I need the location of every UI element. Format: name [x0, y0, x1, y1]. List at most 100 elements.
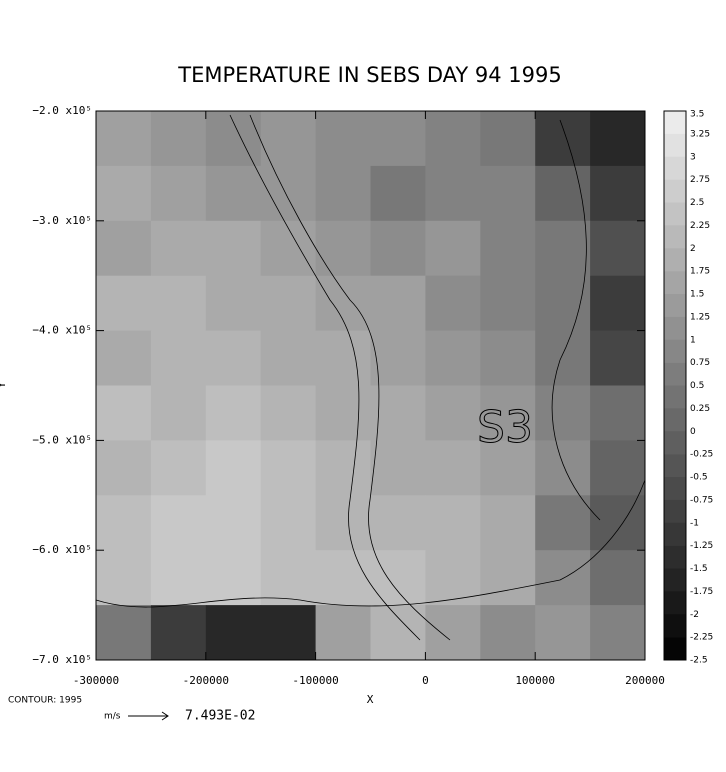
colorbar-label: -1.5 [690, 564, 708, 574]
colorbar-swatch [664, 111, 686, 135]
heat-cell [535, 440, 591, 496]
heat-cell [315, 605, 371, 661]
colorbar-label: 2.75 [690, 175, 710, 185]
heat-cell [590, 385, 646, 441]
heat-cell [150, 550, 207, 606]
colorbar-label: 2 [690, 244, 696, 254]
heat-cell [480, 440, 536, 496]
colorbar-swatch [664, 225, 686, 249]
annotation: m/s [104, 712, 121, 722]
colorbar-label: 0.75 [690, 358, 710, 368]
heat-cell [205, 165, 262, 222]
colorbar-label: -0.25 [690, 450, 713, 460]
heat-cell [96, 165, 152, 222]
colorbar-label: -0.75 [690, 495, 713, 505]
plot-frame [95, 110, 646, 661]
y-tick-label: −2.0 x10⁵ [32, 104, 92, 117]
heat-cell [315, 330, 371, 386]
colorbar-swatch [664, 499, 686, 524]
colorbar-label: -0.5 [690, 473, 708, 483]
contour-line [551, 119, 601, 521]
heat-cell [150, 605, 207, 661]
heat-cell [480, 605, 536, 661]
heat-cell [205, 220, 262, 277]
heat-cell [480, 330, 536, 386]
heat-cell [96, 275, 152, 332]
colorbar-label: -2 [690, 610, 699, 620]
colorbar-swatch [664, 431, 686, 455]
heat-cell [480, 385, 536, 441]
heat-cell [590, 275, 646, 332]
colorbar-swatch [664, 271, 686, 295]
colorbar-label: 0.5 [690, 381, 704, 391]
colorbar-swatch [664, 637, 686, 661]
heat-cell [260, 165, 317, 222]
heat-cell [535, 605, 591, 661]
heat-cell [425, 111, 481, 167]
colorbar-swatch [664, 522, 686, 546]
heat-cell [370, 330, 426, 386]
colorbar-label: 1.75 [690, 267, 710, 277]
heat-cell [590, 220, 646, 277]
colorbar-label: 2.5 [690, 198, 704, 208]
heat-cell [315, 550, 371, 606]
colorbar-swatch [664, 454, 686, 478]
colorbar-swatch [664, 179, 686, 203]
heat-cell [150, 440, 207, 496]
heat-cell [425, 550, 481, 606]
x-tick-label: 0 [422, 674, 429, 687]
colorbar-swatch [664, 545, 686, 569]
colorbar-label: 1 [690, 335, 696, 345]
heat-cell [315, 220, 371, 277]
heat-cell [535, 385, 591, 441]
colorbar-swatch [664, 316, 686, 341]
colorbar-swatch [664, 248, 686, 272]
heat-cell [205, 330, 262, 386]
heat-cell [370, 495, 426, 551]
heat-cell [96, 111, 152, 167]
heat-cell [315, 275, 371, 332]
heat-cell [535, 165, 591, 222]
heat-cell [150, 275, 207, 332]
heat-cell [480, 275, 536, 332]
colorbar-swatch [664, 339, 686, 363]
heat-cell [150, 165, 207, 222]
heat-cell [425, 495, 481, 551]
y-tick-label: −7.0 x10⁵ [32, 653, 92, 666]
heat-cell [590, 605, 646, 661]
annotation: 7.493E-02 [185, 709, 255, 724]
heat-cell [205, 495, 262, 551]
colorbar-swatch [664, 202, 686, 226]
colorbar-swatch [664, 133, 686, 158]
heat-cell [590, 495, 646, 551]
contour-line [229, 114, 421, 641]
heat-cell [535, 330, 591, 386]
heat-cell [370, 220, 426, 277]
chart-title: TEMPERATURE IN SEBS DAY 94 1995 [177, 63, 561, 87]
heat-cell [96, 550, 152, 606]
x-tick-label: -200000 [183, 674, 229, 687]
y-tick-label: −6.0 x10⁵ [32, 543, 92, 556]
heat-cell [535, 495, 591, 551]
heat-cell [535, 220, 591, 277]
heat-cell [590, 440, 646, 496]
x-tick-label: -300000 [73, 674, 119, 687]
colorbar-label: 0 [690, 427, 696, 437]
heat-cell [150, 111, 207, 167]
heat-cell [535, 111, 591, 167]
y-tick-label: −5.0 x10⁵ [32, 433, 92, 446]
colorbar-label: 3.5 [690, 110, 704, 120]
heat-cell [480, 220, 536, 277]
heat-cell [590, 111, 646, 167]
heat-cell [150, 495, 207, 551]
heat-cell [205, 275, 262, 332]
x-tick-label: 200000 [625, 674, 665, 687]
heat-cell [535, 275, 591, 332]
heat-cell [590, 330, 646, 386]
heat-cell [205, 605, 262, 661]
heat-cell [315, 165, 371, 222]
heat-cell [425, 220, 481, 277]
y-tick-label: −3.0 x10⁵ [32, 214, 92, 227]
heat-cell [535, 550, 591, 606]
annotation: S3 [477, 402, 533, 453]
